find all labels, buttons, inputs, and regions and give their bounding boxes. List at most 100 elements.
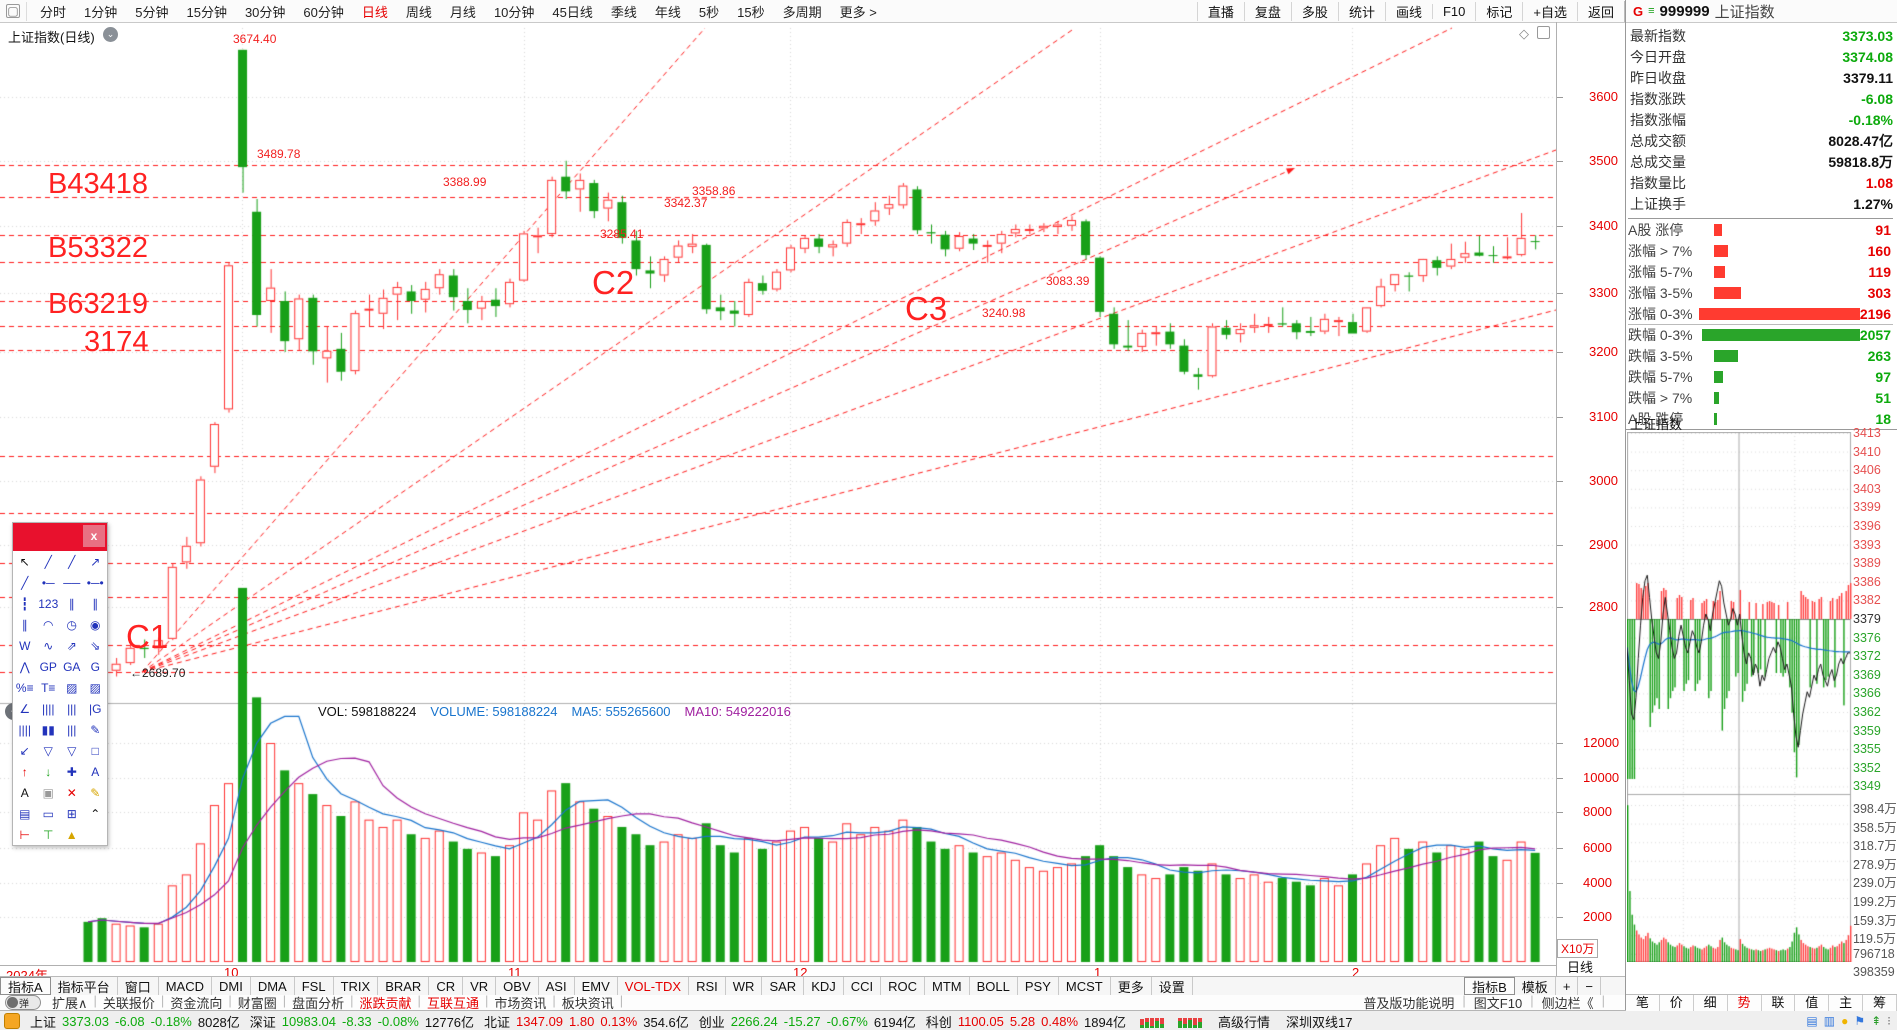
drawing-tool-icon[interactable]: ╱ (44, 554, 52, 569)
drawing-tool-icon[interactable]: ∠ (19, 701, 31, 716)
drawing-tool-icon[interactable]: ✎ (90, 785, 101, 800)
status-icon[interactable]: ⇞ (1871, 1014, 1882, 1028)
top-menu-item[interactable]: 标记 (1475, 1, 1522, 21)
drawing-tool-icon[interactable]: ⇘ (90, 638, 101, 653)
drawing-tool-icon[interactable]: •─• (86, 575, 104, 590)
drawing-tool-icon[interactable]: •─ (41, 575, 55, 590)
intraday-mini-chart[interactable] (1627, 432, 1853, 962)
drawing-tool-icon[interactable]: ✎ (90, 722, 101, 737)
function-tab[interactable]: 资金流向 (170, 996, 223, 1011)
panel-tab[interactable]: 势 (1728, 995, 1762, 1011)
window-icon[interactable]: ▢ (6, 4, 20, 18)
drawing-tool-icon[interactable]: %≡ (15, 680, 34, 695)
timeframe-item[interactable]: 30分钟 (244, 4, 286, 20)
timeframe-item[interactable]: 分时 (40, 4, 67, 20)
function-tab[interactable]: 扩展∧ (52, 996, 88, 1011)
drawing-tool-icon[interactable]: ↖ (19, 554, 30, 569)
drawing-tool-icon[interactable]: |G (89, 701, 102, 716)
drawing-tool-icon[interactable]: ◠ (43, 617, 54, 632)
indicator-tab[interactable]: 窗口 (118, 977, 159, 995)
top-menu-item[interactable]: 统计 (1337, 1, 1385, 21)
app-icon[interactable] (4, 1013, 20, 1029)
drawing-tool-icon[interactable]: ╱ (21, 575, 29, 590)
drawing-tool-icon[interactable]: T≡ (41, 680, 56, 695)
drawing-tool-icon[interactable]: ── (63, 575, 81, 590)
drawing-tool-icon[interactable]: GP (39, 659, 57, 674)
drawing-toolbar-titlebar[interactable]: x (13, 523, 107, 551)
drawing-tool-icon[interactable]: ||| (67, 722, 77, 737)
function-tab[interactable]: 板块资讯 (561, 996, 614, 1011)
indicator-tab[interactable]: VOL-TDX (618, 977, 690, 995)
main-kline-chart[interactable] (0, 22, 1556, 965)
indicator-tab[interactable]: 指标A (0, 977, 51, 995)
drawing-tool-icon[interactable] (84, 824, 108, 845)
drawing-tool-icon[interactable]: ⌃ (90, 806, 101, 821)
drawing-tool-icon[interactable]: ◉ (90, 617, 101, 632)
drawing-tool-icon[interactable]: ∥ (92, 596, 99, 611)
indicator-tab[interactable]: MCST (1059, 977, 1111, 995)
timeframe-item[interactable]: 周线 (405, 4, 432, 20)
timeframe-item[interactable]: 45日线 (552, 4, 593, 20)
timeframe-item[interactable]: 60分钟 (303, 4, 344, 20)
timeframe-item[interactable]: 5分钟 (135, 4, 169, 20)
drawing-tool-icon[interactable]: ▲ (65, 827, 78, 842)
drawing-tool-icon[interactable]: |||| (18, 722, 31, 737)
drawing-tool-icon[interactable]: ⊤ (43, 827, 54, 842)
status-icon[interactable]: ⚑ (1854, 1014, 1866, 1028)
indicator-tab[interactable]: TRIX (334, 977, 379, 995)
status-icon[interactable]: ⁝ (1887, 1014, 1891, 1028)
drawing-tool-icon[interactable]: ∥ (21, 617, 28, 632)
function-tab-right[interactable]: 普及版功能说明 (1363, 996, 1455, 1011)
timeframe-item[interactable]: 10分钟 (493, 4, 535, 20)
function-tab[interactable]: 互联互通 (426, 996, 479, 1011)
function-tab-right[interactable]: 图文F10 (1473, 996, 1523, 1011)
timeframe-item[interactable]: 15分钟 (186, 4, 227, 20)
drawing-tool-icon[interactable]: ✕ (66, 785, 77, 800)
indicator-tab[interactable]: FSL (295, 977, 334, 995)
close-icon[interactable]: x (83, 525, 105, 547)
indicator-tab[interactable]: BOLL (970, 977, 1018, 995)
indicator-tab[interactable]: EMV (575, 977, 618, 995)
status-icon[interactable]: ▥ (1823, 1014, 1836, 1028)
top-menu-item[interactable]: 多股 (1290, 1, 1338, 21)
indicator-tab-right[interactable]: + (1556, 977, 1579, 995)
timeframe-item[interactable]: 多周期 (782, 4, 822, 20)
indicator-tab[interactable]: OBV (496, 977, 539, 995)
indicator-tab[interactable]: DMA (251, 977, 295, 995)
top-menu-item[interactable]: 直播 (1196, 1, 1244, 21)
drawing-tool-icon[interactable]: ⊢ (19, 827, 30, 842)
drawing-tool-icon[interactable]: ||| (67, 701, 77, 716)
top-menu-item[interactable]: +自选 (1522, 1, 1577, 21)
drawing-tool-icon[interactable]: ⋀ (19, 659, 30, 674)
indicator-tab[interactable]: PSY (1018, 977, 1059, 995)
chevron-down-icon[interactable]: ⌄ (103, 27, 118, 42)
panel-tab[interactable]: 筹 (1863, 995, 1897, 1011)
drawing-tool-icon[interactable]: ↑ (21, 764, 28, 779)
indicator-tab[interactable]: VR (463, 977, 497, 995)
function-tab[interactable]: 关联报价 (102, 996, 155, 1011)
top-menu-item[interactable]: 返回 (1576, 1, 1624, 21)
indicator-tab[interactable]: WR (726, 977, 763, 995)
drawing-tool-icon[interactable]: W (19, 638, 31, 653)
drawing-tool-icon[interactable]: ┇ (21, 596, 29, 611)
indicator-tab[interactable]: MACD (159, 977, 212, 995)
drawing-tool-icon[interactable]: ✚ (66, 764, 77, 779)
indicator-tab[interactable]: CR (429, 977, 464, 995)
indicator-tab[interactable]: BRAR (378, 977, 430, 995)
function-tab[interactable]: 市场资讯 (494, 996, 547, 1011)
drawing-tool-icon[interactable]: GA (63, 659, 81, 674)
timeframe-item[interactable]: 年线 (654, 4, 681, 20)
diamond-icon[interactable]: ◇ (1519, 26, 1529, 41)
indicator-tab[interactable]: RSI (689, 977, 726, 995)
drawing-tool-icon[interactable]: ▭ (42, 806, 54, 821)
indicator-tab[interactable]: CCI (844, 977, 882, 995)
drawing-tool-icon[interactable]: ⊞ (66, 806, 77, 821)
drawing-tool-icon[interactable]: ↓ (45, 764, 52, 779)
indicator-tab[interactable]: 更多 (1111, 977, 1152, 995)
drawing-tool-icon[interactable]: ▣ (42, 785, 54, 800)
drawing-tool-icon[interactable]: ▽ (67, 743, 77, 758)
function-tab[interactable]: 涨跌贡献 (359, 996, 412, 1011)
panel-tab[interactable]: 笔 (1626, 995, 1660, 1011)
timeframe-item[interactable]: 日线 (361, 4, 388, 20)
drawing-tool-icon[interactable]: ◷ (66, 617, 77, 632)
